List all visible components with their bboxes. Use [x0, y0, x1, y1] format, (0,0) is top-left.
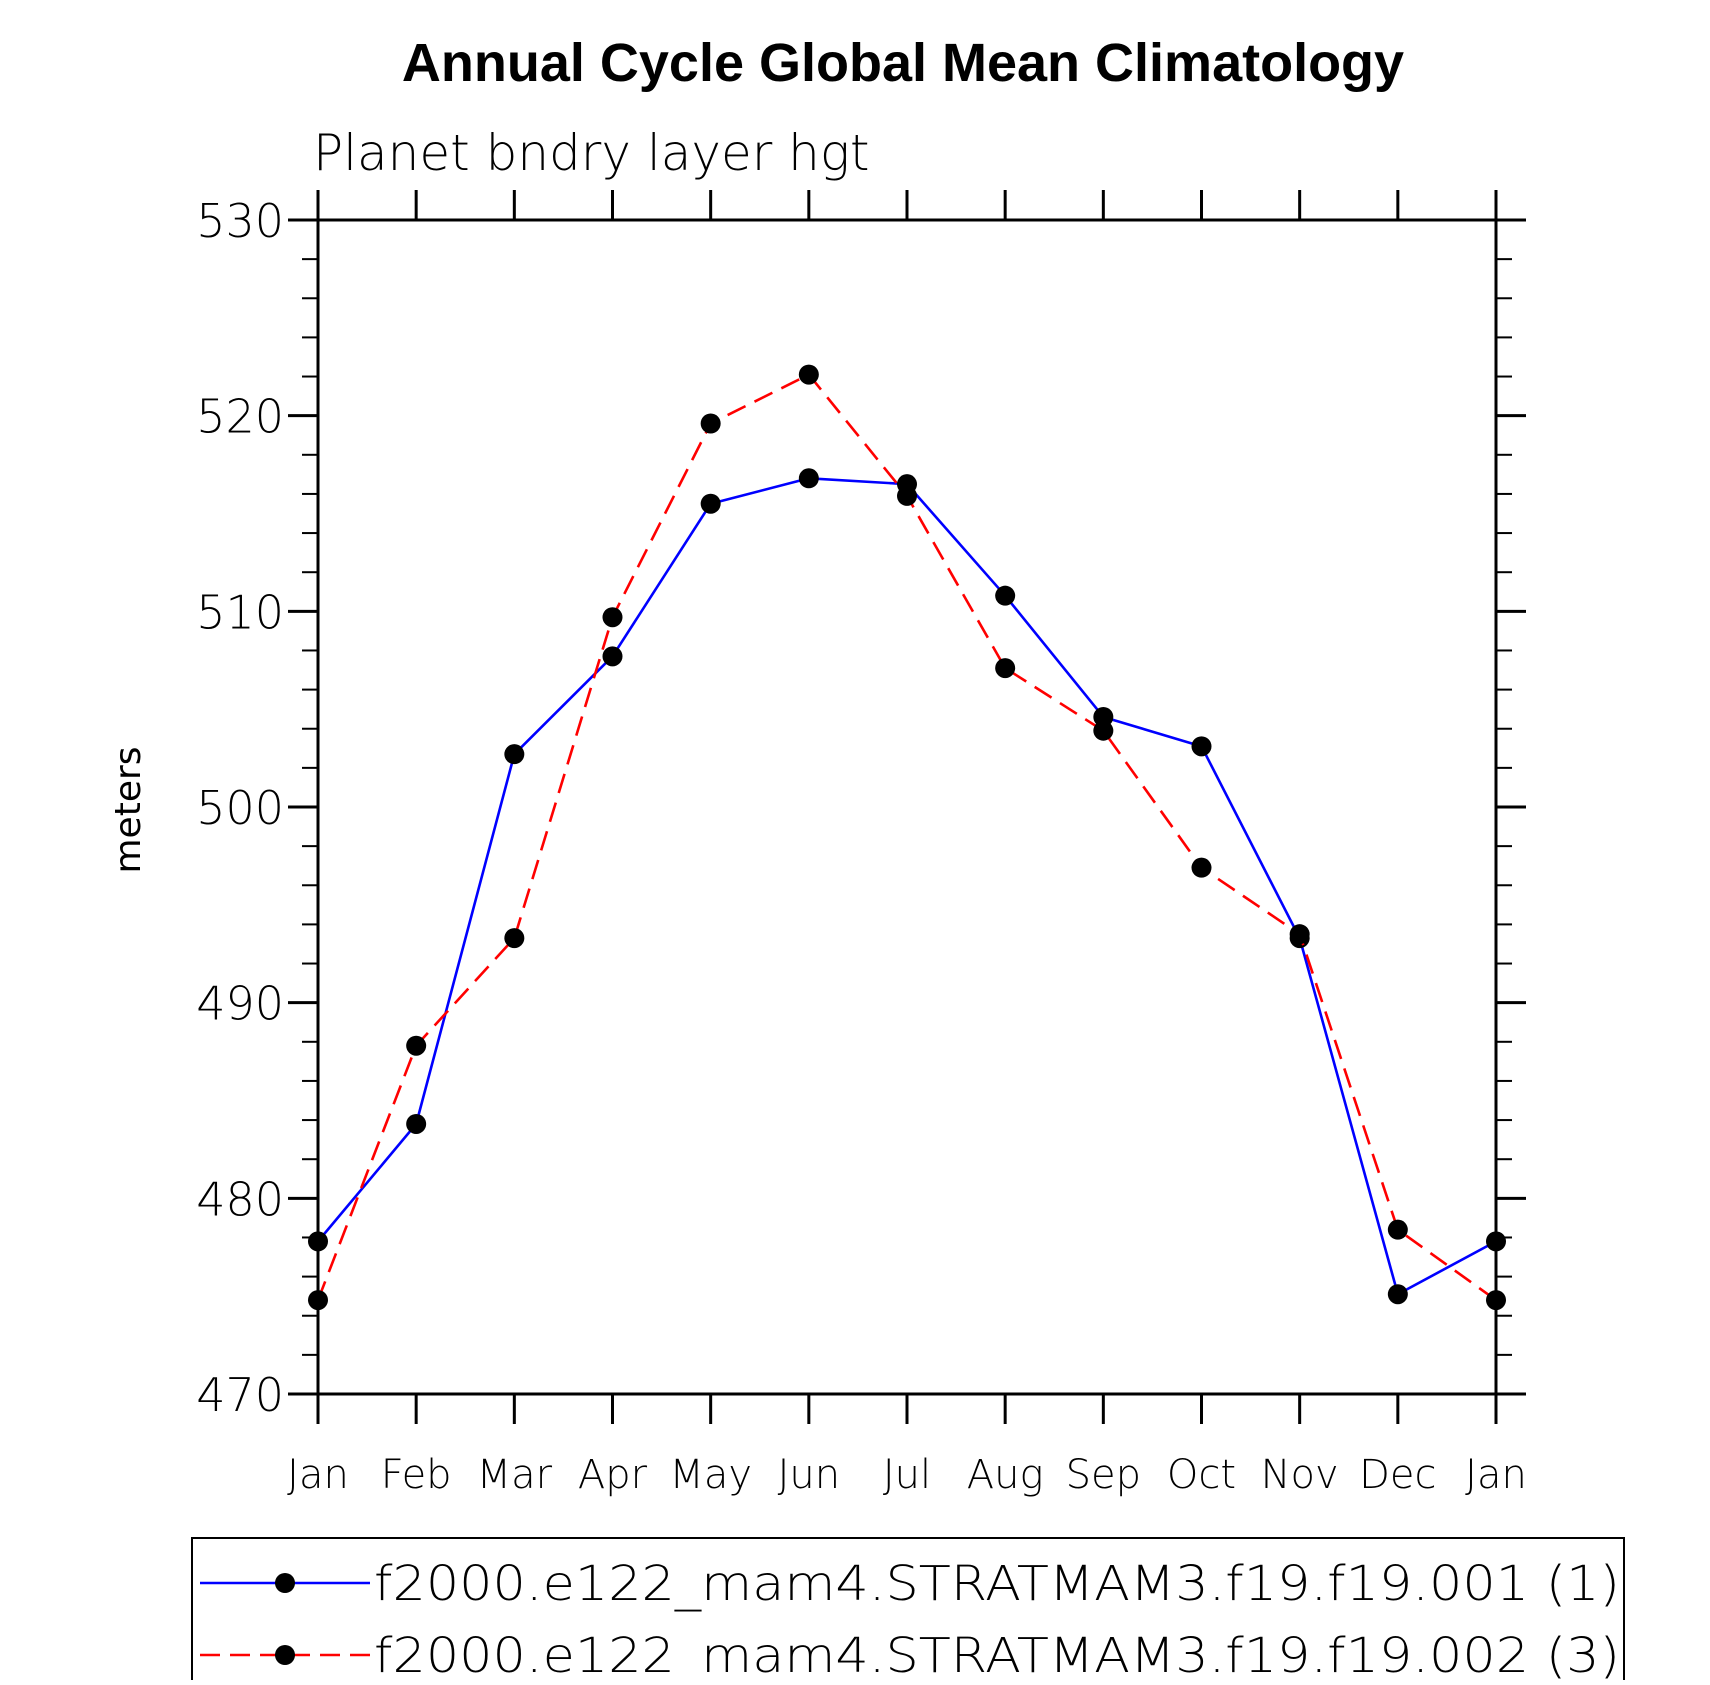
x-tick-label: Apr: [578, 1452, 648, 1498]
x-tick-label: Dec: [1359, 1452, 1436, 1498]
data-point: [406, 1035, 427, 1056]
data-point: [1191, 736, 1212, 757]
x-tick-label: Jul: [883, 1452, 931, 1498]
y-tick-label: 500: [196, 781, 284, 835]
legend-marker: [275, 1645, 295, 1665]
chart-title: Annual Cycle Global Mean Climatology: [402, 33, 1404, 93]
legend-label: f2000.e122_mam4.STRATMAM3.f19.f19.001 (1…: [374, 1556, 1620, 1612]
x-tick-label: Nov: [1261, 1452, 1339, 1498]
data-point: [1486, 1231, 1506, 1252]
legend: f2000.e122_mam4.STRATMAM3.f19.f19.001 (1…: [191, 1537, 1625, 1685]
data-point: [1093, 706, 1114, 727]
series-line: [316, 373, 1497, 1302]
data-point: [308, 1231, 328, 1252]
series-2: [308, 364, 1506, 1311]
y-tick-label: 490: [196, 977, 284, 1031]
series-1: [308, 468, 1506, 1305]
data-point: [406, 1113, 427, 1134]
series-line: [317, 476, 1497, 1296]
data-point: [1289, 924, 1310, 945]
x-tick-label: Mar: [477, 1452, 553, 1498]
x-tick-label: Feb: [381, 1452, 452, 1498]
axes: 470 480 490 500 510 520 530 Jan Feb Mar Apr May Jun J…: [196, 190, 1527, 1498]
data-point: [798, 364, 819, 385]
data-point: [602, 646, 623, 667]
chart-subtitle: Planet bndry layer hgt: [313, 124, 869, 182]
data-point: [1387, 1284, 1408, 1305]
data-point: [308, 1290, 328, 1311]
x-tick-label: Jun: [778, 1452, 841, 1498]
x-tick-label: Oct: [1167, 1452, 1236, 1498]
data-point: [798, 468, 819, 489]
data-point: [1191, 857, 1212, 878]
y-tick-label: 510: [196, 585, 284, 639]
legend-marker: [275, 1573, 295, 1593]
series-group: [308, 364, 1506, 1311]
x-tick-label: Sep: [1066, 1452, 1141, 1498]
data-point: [1387, 1219, 1408, 1240]
y-tick-label: 480: [196, 1172, 284, 1226]
data-point: [995, 585, 1016, 606]
y-tick-label: 530: [196, 194, 284, 248]
data-point: [1486, 1290, 1506, 1311]
legend-box: [191, 1537, 1625, 1685]
y-axis-label: meters: [108, 746, 149, 873]
data-point: [897, 485, 917, 506]
y-tick-label: 470: [196, 1368, 284, 1422]
data-point: [1093, 720, 1114, 741]
data-point: [995, 658, 1016, 679]
data-point: [504, 928, 525, 949]
data-point: [504, 744, 525, 765]
x-tick-label: Jan: [287, 1452, 349, 1498]
x-tick-label: Jan: [1465, 1452, 1527, 1498]
x-tick-label: Aug: [967, 1452, 1044, 1498]
legend-label: f2000.e122_mam4.STRATMAM3.f19.f19.002 (3…: [374, 1628, 1620, 1680]
data-point: [602, 607, 623, 628]
data-point: [700, 493, 721, 514]
data-point: [700, 413, 721, 434]
x-tick-label: May: [669, 1452, 752, 1498]
plot-frame: [316, 218, 1498, 1396]
y-tick-label: 520: [196, 390, 284, 444]
